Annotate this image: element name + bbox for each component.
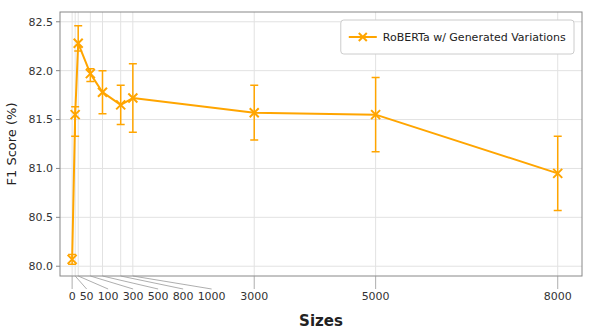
x-tick bbox=[254, 276, 255, 289]
x-tick bbox=[72, 276, 73, 289]
y-tick-label: 80.0 bbox=[29, 260, 54, 273]
y-tick bbox=[56, 70, 60, 71]
x-tick-label: 5000 bbox=[362, 290, 390, 303]
x-tick bbox=[557, 276, 558, 289]
x-grid-line bbox=[90, 12, 91, 276]
point-marker bbox=[74, 39, 83, 48]
y-tick bbox=[56, 217, 60, 218]
y-grid-line bbox=[60, 217, 582, 218]
point-marker bbox=[68, 255, 77, 264]
x-tick-label: 800 bbox=[173, 290, 194, 303]
point-marker bbox=[128, 94, 137, 103]
y-tick bbox=[56, 168, 60, 169]
y-tick bbox=[56, 266, 60, 267]
x-tick-label: 3000 bbox=[240, 290, 268, 303]
y-tick-label: 81.5 bbox=[29, 113, 54, 126]
x-tick bbox=[78, 276, 108, 289]
x-axis-label: Sizes bbox=[299, 312, 343, 330]
x-tick-label: 1000 bbox=[198, 290, 226, 303]
y-tick-label: 82.0 bbox=[29, 65, 54, 78]
point-marker bbox=[86, 69, 95, 78]
plot-background bbox=[60, 12, 582, 276]
x-tick-label: 50 bbox=[80, 290, 94, 303]
point-marker bbox=[250, 108, 259, 117]
x-tick-label: 0 bbox=[69, 290, 76, 303]
x-tick-label: 300 bbox=[123, 290, 144, 303]
x-grid-line bbox=[120, 12, 121, 276]
y-grid-line bbox=[60, 119, 582, 120]
point-marker bbox=[98, 88, 107, 97]
point-marker bbox=[116, 100, 125, 109]
legend-marker bbox=[359, 33, 367, 41]
x-tick-label: 8000 bbox=[544, 290, 572, 303]
legend-label: RoBERTa w/ Generated Variations bbox=[383, 31, 566, 44]
point-marker bbox=[71, 110, 80, 119]
y-tick-label: 81.0 bbox=[29, 162, 54, 175]
error-bar-lower bbox=[129, 98, 137, 132]
series-line bbox=[72, 43, 558, 259]
y-tick-label: 82.5 bbox=[29, 16, 54, 29]
x-grid-line bbox=[132, 12, 133, 276]
data-area bbox=[68, 26, 563, 265]
y-axis-label: F1 Score (%) bbox=[4, 103, 19, 186]
x-tick bbox=[75, 276, 86, 289]
y-tick bbox=[56, 119, 60, 120]
legend: RoBERTa w/ Generated Variations bbox=[341, 20, 574, 54]
chart: 80.0 80.5 81.0 81.5 82.0 82.5 0 50 100 300 500 800 1… bbox=[0, 0, 594, 334]
legend-box bbox=[341, 20, 574, 54]
point-marker bbox=[553, 169, 562, 178]
error-bar-upper bbox=[372, 78, 380, 115]
x-tick-label: 500 bbox=[148, 290, 169, 303]
x-grid-line bbox=[102, 12, 103, 276]
y-grid-line bbox=[60, 168, 582, 169]
error-bar-lower bbox=[554, 173, 562, 210]
error-bar-lower bbox=[372, 115, 380, 152]
x-tick-label: 100 bbox=[98, 290, 119, 303]
point-marker bbox=[371, 110, 380, 119]
y-grid-line bbox=[60, 266, 582, 267]
error-bar-upper bbox=[554, 136, 562, 173]
plot-frame bbox=[60, 12, 582, 276]
y-tick-label: 80.5 bbox=[29, 211, 54, 224]
x-grid-line bbox=[254, 12, 255, 276]
error-bar-upper bbox=[129, 64, 137, 98]
grid bbox=[60, 12, 582, 276]
y-tick bbox=[56, 21, 60, 22]
x-tick bbox=[133, 276, 212, 289]
x-tick bbox=[375, 276, 376, 289]
y-grid-line bbox=[60, 70, 582, 71]
